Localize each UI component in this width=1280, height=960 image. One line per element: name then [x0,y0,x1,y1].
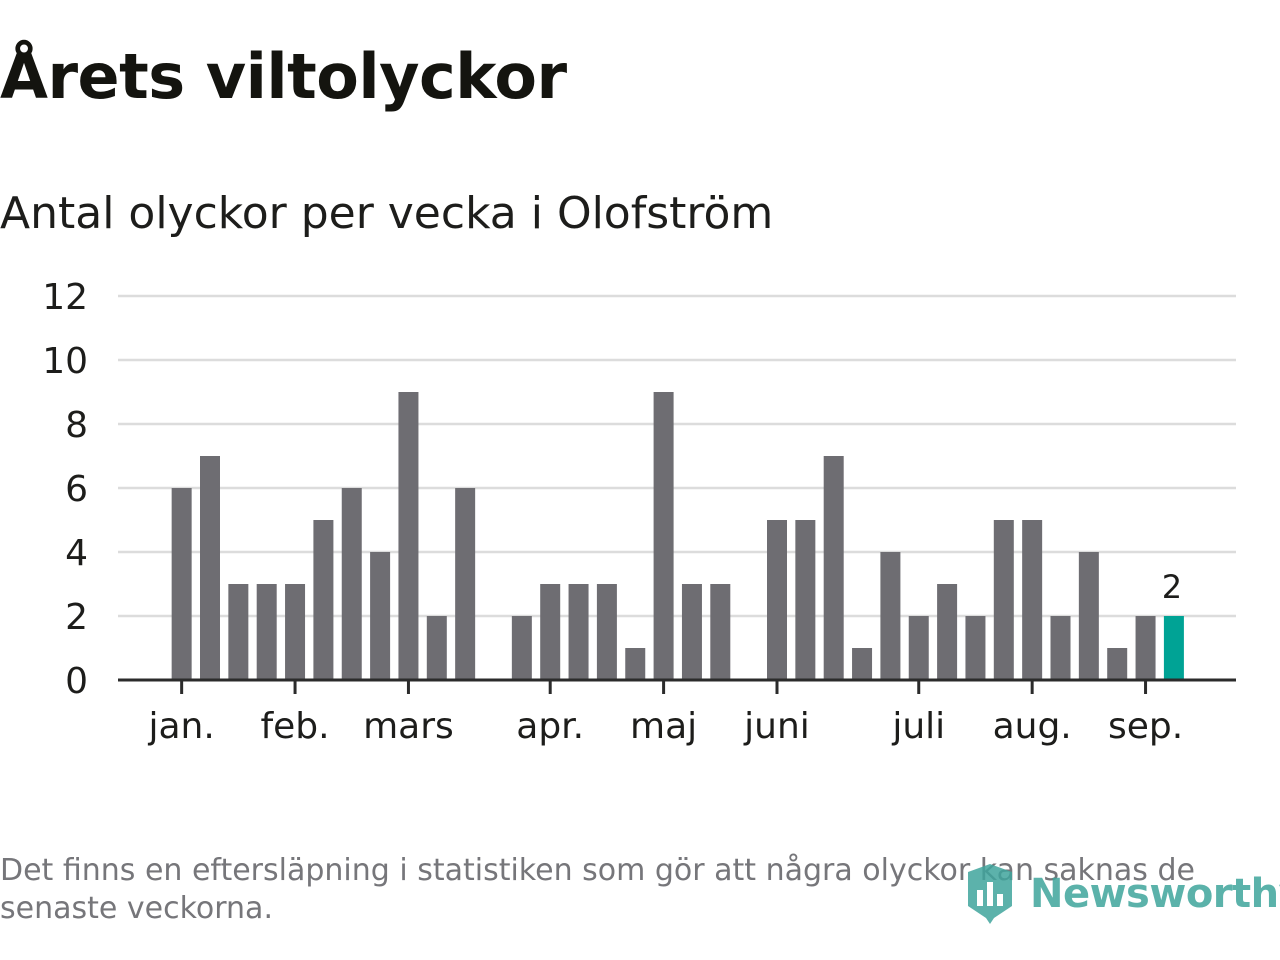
x-axis: jan. feb. mars apr. maj juni juli aug. sep. [118,678,1236,747]
chart-title: Årets viltolyckor [0,40,567,113]
bar [228,584,249,680]
bar [540,584,561,680]
y-tick-label: 4 [65,533,88,574]
bar [256,584,277,680]
bar [965,616,986,680]
bar [823,456,844,680]
x-tick-label: sep. [1108,706,1183,747]
newsworthy-logo-icon [968,864,1012,924]
newsworthy-logo-text: Newsworthy [1030,871,1280,917]
highlight-value-label: 2 [1162,568,1182,606]
y-tick-label: 2 [65,597,88,638]
bar [426,616,447,680]
y-tick-label: 8 [65,405,88,446]
bars [171,392,1184,680]
bar [795,520,816,680]
bar [285,584,306,680]
bar [937,584,958,680]
x-tick-label: jan. [147,706,214,747]
y-tick-label: 0 [65,661,88,702]
bar [370,552,391,680]
bar [341,488,362,680]
bar [313,520,334,680]
bar [511,616,532,680]
y-tick-label: 6 [65,469,88,510]
bar [1135,616,1156,680]
x-tick-label: juli [891,706,945,747]
bar [880,552,901,680]
bar [1050,616,1071,680]
bar [653,392,674,680]
bar [596,584,617,680]
highlighted-bar [1163,616,1184,680]
y-axis-ticks: 0 2 4 6 8 10 12 [42,277,88,702]
x-tick-label: juni [743,706,810,747]
bar [908,616,929,680]
bar [1107,648,1128,680]
bar [398,392,419,680]
bar [1022,520,1043,680]
chart-subtitle: Antal olyckor per vecka i Olofström [0,188,774,239]
bar [852,648,873,680]
bar [625,648,646,680]
x-tick-label: apr. [516,706,584,747]
bar [455,488,476,680]
bar [1078,552,1099,680]
bar [710,584,731,680]
x-tick-label: feb. [260,706,329,747]
y-tick-label: 10 [42,341,88,382]
gridlines [118,294,1236,618]
bar-chart: 0 2 4 6 8 10 12 jan. feb. mars apr. maj juni juli aug… [42,277,1236,747]
y-tick-label: 12 [42,277,88,318]
bar [767,520,787,680]
bar [993,520,1014,680]
bar [681,584,702,680]
bar [200,456,220,680]
x-tick-label: aug. [993,706,1072,747]
x-tick-label: maj [630,706,697,747]
data-labels: 2 [1162,568,1182,606]
bar [171,488,192,680]
bar [568,584,589,680]
newsworthy-logo: Newsworthy [964,862,1280,926]
x-tick-label: mars [363,706,454,747]
